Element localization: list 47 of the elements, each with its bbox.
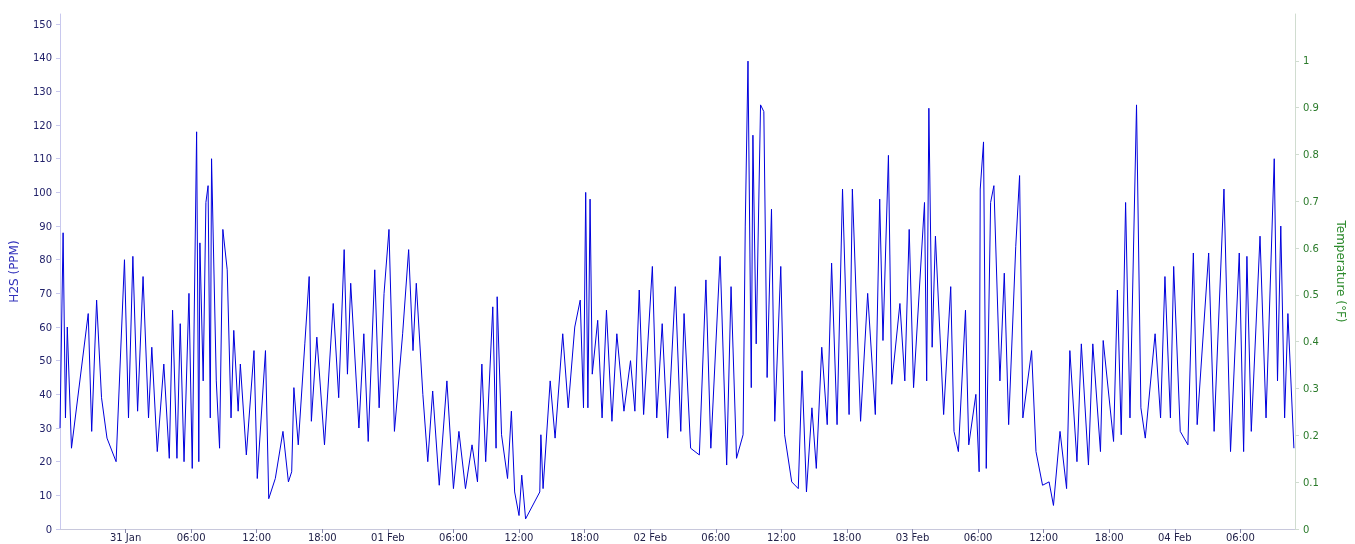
y2-tick-label: 1 [1303,55,1310,67]
y2-tick-label: 0 [1303,523,1310,535]
y-tick-label: 20 [39,456,52,468]
x-tick-label: 06:00 [701,531,731,543]
y2-axis-title: Temperature (°F) [1334,219,1348,323]
y-tick-label: 0 [45,523,52,535]
x-tick-label: 18:00 [570,531,600,543]
x-tick-label: 12:00 [504,531,534,543]
y2-tick-label: 0.1 [1303,476,1319,488]
y-tick-label: 50 [39,355,52,367]
x-tick-label: 03 Feb [895,531,930,543]
y-tick-label: 30 [39,422,52,434]
y2-tick-label: 0.3 [1303,383,1319,395]
y-axis-title: H2S (PPM) [7,240,21,303]
x-tick-label: 06:00 [1225,531,1255,543]
y-tick-label: 140 [32,52,52,64]
x-tick-label: 12:00 [766,531,796,543]
y2-tick-label: 0.9 [1303,102,1319,114]
x-tick-label: 18:00 [1094,531,1124,543]
x-tick-label: 12:00 [242,531,272,543]
x-tick-label: 01 Feb [371,531,405,543]
x-tick-label: 31 Jan [109,531,142,543]
y2-tick-label: 0.2 [1303,429,1319,441]
y2-tick-label: 0.8 [1303,148,1319,160]
x-tick-label: 06:00 [176,531,206,543]
y-tick-label: 80 [39,254,52,266]
y-tick-label: 90 [39,220,52,232]
x-tick-label: 18:00 [307,531,337,543]
x-tick-label: 02 Feb [633,531,667,543]
x-tick-label: 06:00 [963,531,993,543]
y-tick-label: 100 [32,186,52,198]
x-tick-label: 06:00 [439,531,468,543]
y-tick-label: 150 [32,18,52,30]
y-tick-label: 60 [39,321,52,333]
y2-tick-label: 0.5 [1303,289,1319,301]
y2-tick-label: 0.6 [1303,242,1319,254]
x-tick-label: 12:00 [1029,531,1059,543]
y-tick-label: 70 [39,287,52,299]
x-tick-label: 04 Feb [1157,531,1192,543]
y-tick-label: 130 [32,85,52,97]
y-tick-label: 10 [39,489,52,501]
y2-tick-label: 0.7 [1303,195,1319,207]
y-tick-label: 120 [32,119,52,131]
y-tick-label: 110 [32,153,52,165]
y2-tick-label: 0.4 [1303,336,1319,348]
y-tick-label: 40 [39,388,52,400]
x-tick-label: 18:00 [832,531,862,543]
